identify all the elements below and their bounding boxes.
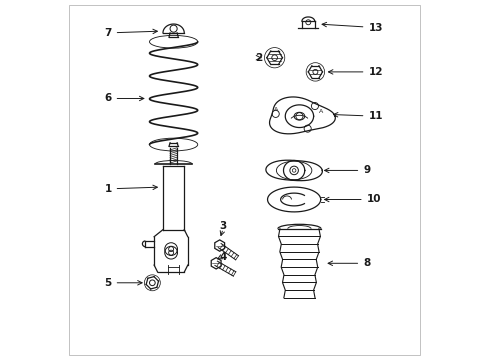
Text: 12: 12 xyxy=(328,67,382,77)
Text: 1: 1 xyxy=(104,184,157,194)
Text: 3: 3 xyxy=(219,221,226,231)
Text: 5: 5 xyxy=(104,278,142,288)
Text: 8: 8 xyxy=(327,258,369,268)
Text: 2: 2 xyxy=(255,53,262,63)
Text: 7: 7 xyxy=(104,28,157,38)
Text: A: A xyxy=(318,109,322,114)
Text: 11: 11 xyxy=(333,111,382,121)
Text: 9: 9 xyxy=(324,166,369,175)
Text: 10: 10 xyxy=(324,194,380,204)
Text: 4: 4 xyxy=(219,252,226,262)
Text: 6: 6 xyxy=(104,94,143,103)
Text: A: A xyxy=(274,107,278,112)
Text: 13: 13 xyxy=(322,22,382,33)
